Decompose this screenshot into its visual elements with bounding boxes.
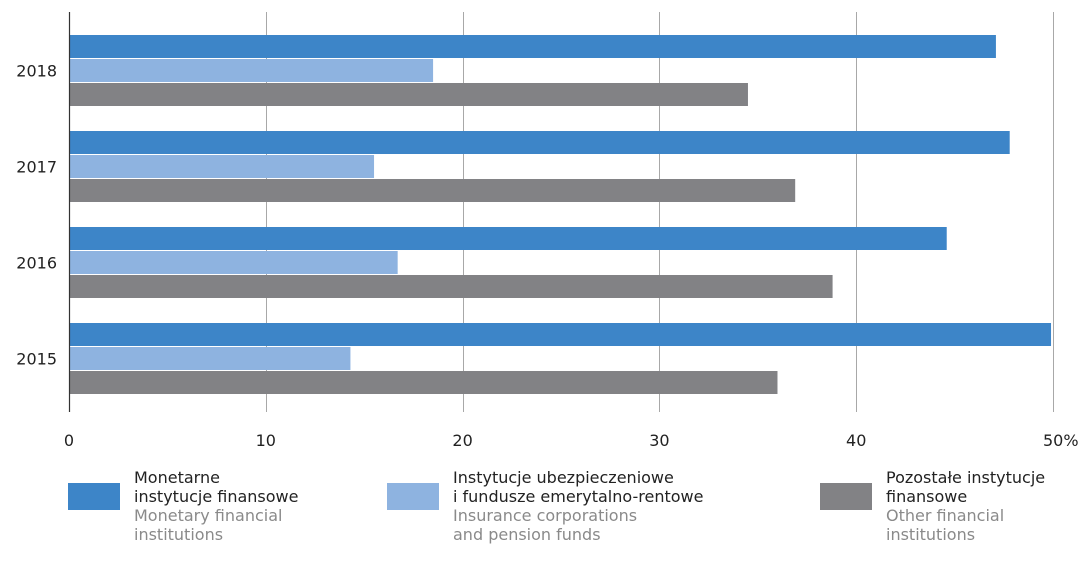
category-label: 2016: [16, 254, 57, 273]
bar: [69, 251, 398, 274]
bar: [69, 155, 375, 178]
bar: [69, 275, 833, 298]
bar: [69, 35, 996, 58]
legend-label-en: and pension funds: [453, 525, 601, 544]
legend-label-pl: Instytucje ubezpieczeniowe: [453, 468, 674, 487]
x-tick-label: 0: [64, 431, 74, 450]
legend-swatch-monetary: [68, 483, 120, 510]
bar: [69, 347, 351, 370]
legend-label-pl: i fundusze emerytalno-rentowe: [453, 487, 704, 506]
legend-label-en: Other financial: [886, 506, 1005, 525]
x-tick-label: 20: [452, 431, 472, 450]
legend-label-en: institutions: [886, 525, 976, 544]
legend-label-en: institutions: [134, 525, 224, 544]
bar: [69, 59, 434, 82]
category-label: 2015: [16, 350, 57, 369]
x-tick-label: 40: [846, 431, 866, 450]
bar: [69, 131, 1010, 154]
bar-chart: 2018 2017 2016 2015 0 10 20 30 40 50%: [16, 12, 1079, 450]
x-tick-label: 30: [649, 431, 669, 450]
legend-label-pl: finansowe: [886, 487, 968, 506]
category-label: 2017: [16, 158, 57, 177]
bar: [69, 83, 748, 106]
bar: [69, 227, 947, 250]
legend-label-en: Monetary financial: [134, 506, 283, 525]
legend-label-pl: Monetarne: [134, 468, 220, 487]
legend-label-pl: instytucje finansowe: [134, 487, 299, 506]
bar: [69, 179, 796, 202]
legend-swatch-other: [820, 483, 872, 510]
bar: [69, 371, 778, 394]
legend-swatch-insurance: [387, 483, 439, 510]
category-label: 2018: [16, 62, 57, 81]
x-tick-label: 10: [256, 431, 276, 450]
legend-label-en: Insurance corporations: [453, 506, 638, 525]
x-tick-label: 50%: [1043, 431, 1079, 450]
bar: [69, 323, 1052, 346]
legend-label-pl: Pozostałe instytucje: [886, 468, 1046, 487]
